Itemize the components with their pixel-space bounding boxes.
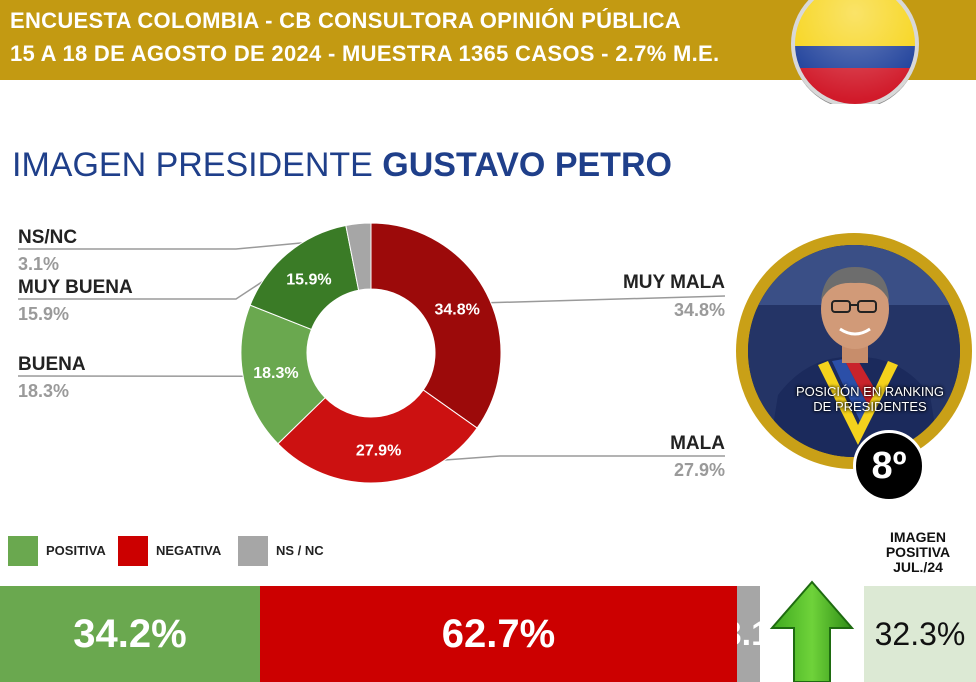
previous-label-line2: POSITIVA: [885, 544, 951, 560]
value-muy-mala: 34.8%: [673, 300, 725, 320]
slice-mala-label: 27.9%: [356, 443, 401, 460]
ranking-caption: POSICIÓN EN RANKING DE PRESIDENTES: [790, 384, 950, 414]
previous-label-line3: JUL./24: [893, 559, 943, 575]
legend-label-negativa: NEGATIVA: [156, 543, 222, 558]
slice-muy-mala: [370, 222, 502, 429]
ranking-badge: 8º: [853, 430, 925, 502]
previous-positive-value: 32.3%: [864, 586, 976, 682]
ranking-caption-line1: POSICIÓN EN RANKING: [795, 384, 945, 399]
slice-buena-label: 18.3%: [253, 365, 298, 382]
legend-swatch-ns-nc: [238, 536, 268, 566]
label-buena: BUENA: [18, 354, 86, 375]
slice-muy-mala-label: 34.8%: [434, 301, 479, 318]
label-mala: MALA: [670, 433, 725, 454]
previous-label-line1: IMAGEN: [890, 529, 946, 545]
value-muy-buena: 15.9%: [18, 304, 70, 324]
previous-positive-label: IMAGEN POSITIVA JUL./24: [866, 530, 970, 575]
slice-mala: [277, 389, 478, 484]
page-title: IMAGEN PRESIDENTE GUSTAVO PETRO: [12, 146, 672, 185]
bar-negativa-label: 62.7%: [441, 611, 556, 656]
bar-ns-nc: 3.1%: [737, 586, 760, 682]
legend-swatch-negativa: [118, 536, 148, 566]
colombia-flag-icon: [788, 0, 922, 109]
legend-label-ns-nc: NS / NC: [276, 543, 324, 558]
value-mala: 27.9%: [673, 460, 725, 480]
slice-muy-buena-label: 15.9%: [286, 271, 331, 288]
title-prefix: IMAGEN PRESIDENTE: [12, 146, 373, 184]
up-arrow-icon: [769, 580, 855, 682]
bar-ns-nc-label: 3.1%: [737, 614, 760, 653]
label-ns-nc: NS/NC: [18, 227, 78, 248]
bar-positiva: 34.2%: [0, 586, 260, 682]
label-muy-mala: MUY MALA: [622, 272, 725, 293]
president-portrait: [748, 245, 960, 457]
bar-positiva-label: 34.2%: [73, 611, 187, 656]
slice-ns-nc: [345, 222, 372, 291]
header-title: ENCUESTA COLOMBIA - CB CONSULTORA OPINIÓ…: [10, 8, 682, 33]
bar-negativa: 62.7%: [260, 586, 737, 682]
label-muy-buena: MUY BUENA: [18, 277, 133, 298]
value-ns-nc: 3.1%: [18, 254, 60, 274]
value-buena: 18.3%: [18, 381, 70, 401]
title-name: GUSTAVO PETRO: [382, 146, 672, 184]
ranking-caption-line2: DE PRESIDENTES: [813, 399, 927, 414]
header-subtitle: 15 A 18 DE AGOSTO DE 2024 - MUESTRA 1365…: [10, 41, 720, 66]
legend-swatch-positiva: [8, 536, 38, 566]
donut-chart: 34.8% 27.9% 18.3% 15.9%: [17, 222, 726, 484]
legend-label-positiva: POSITIVA: [46, 543, 106, 558]
leader-line-muy-mala: [466, 295, 726, 305]
